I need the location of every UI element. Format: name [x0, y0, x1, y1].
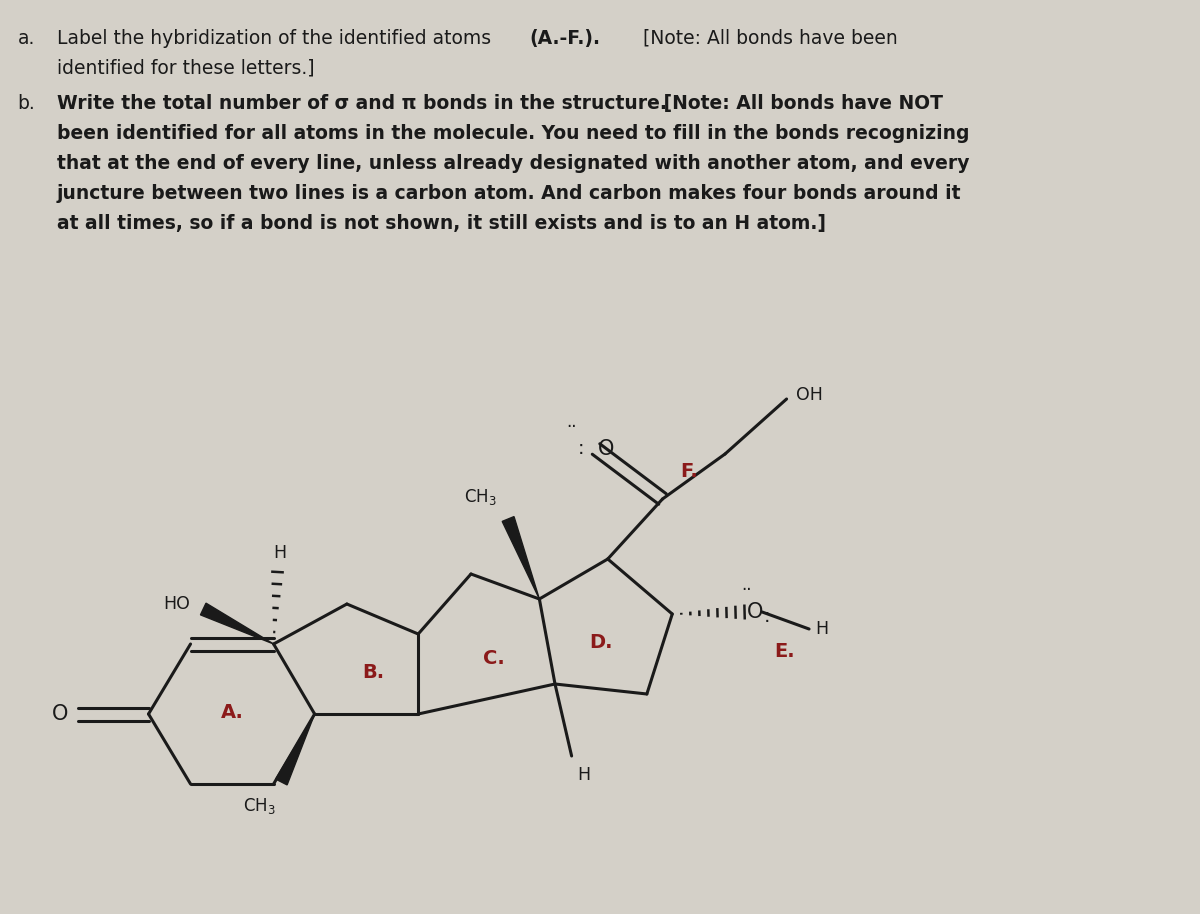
Text: been identified for all atoms in the molecule. You need to fill in the bonds rec: been identified for all atoms in the mol…: [56, 124, 970, 143]
Text: ··: ··: [566, 418, 577, 436]
Text: A.: A.: [221, 703, 244, 721]
Text: [Note: All bonds have NOT: [Note: All bonds have NOT: [656, 94, 943, 113]
Text: a.: a.: [18, 29, 35, 48]
Text: F.: F.: [680, 462, 698, 481]
Text: HO: HO: [163, 595, 191, 613]
Text: CH$_3$: CH$_3$: [242, 796, 275, 816]
Text: :: :: [764, 608, 770, 626]
Text: OH: OH: [797, 386, 823, 404]
Text: D.: D.: [589, 632, 613, 652]
Text: juncture between two lines is a carbon atom. And carbon makes four bonds around : juncture between two lines is a carbon a…: [56, 184, 961, 203]
Text: ··: ··: [742, 581, 751, 599]
Text: CH$_3$: CH$_3$: [464, 487, 497, 507]
Text: O: O: [746, 602, 763, 622]
Text: H: H: [815, 620, 828, 638]
Text: b.: b.: [18, 94, 35, 113]
Text: Label the hybridization of the identified atoms: Label the hybridization of the identifie…: [56, 29, 497, 48]
Polygon shape: [276, 714, 314, 785]
Text: H: H: [577, 766, 590, 784]
Text: O: O: [52, 704, 68, 724]
Polygon shape: [200, 603, 274, 644]
Text: identified for these letters.]: identified for these letters.]: [56, 59, 314, 78]
Text: C.: C.: [482, 650, 504, 668]
Text: E.: E.: [774, 642, 794, 661]
Text: O: O: [598, 439, 614, 459]
Text: :: :: [578, 440, 584, 459]
Text: (A.-F.).: (A.-F.).: [529, 29, 601, 48]
Text: B.: B.: [362, 663, 384, 682]
Text: at all times, so if a bond is not shown, it still exists and is to an H atom.]: at all times, so if a bond is not shown,…: [56, 214, 826, 233]
Text: Write the total number of σ and π bonds in the structure.: Write the total number of σ and π bonds …: [56, 94, 666, 113]
Polygon shape: [503, 516, 539, 599]
Text: that at the end of every line, unless already designated with another atom, and : that at the end of every line, unless al…: [56, 154, 970, 173]
Text: [Note: All bonds have been: [Note: All bonds have been: [637, 29, 898, 48]
Text: H: H: [272, 544, 286, 562]
